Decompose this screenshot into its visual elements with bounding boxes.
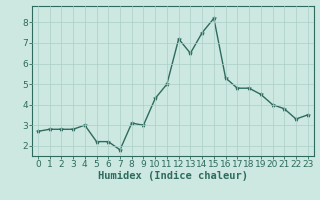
X-axis label: Humidex (Indice chaleur): Humidex (Indice chaleur) — [98, 171, 248, 181]
